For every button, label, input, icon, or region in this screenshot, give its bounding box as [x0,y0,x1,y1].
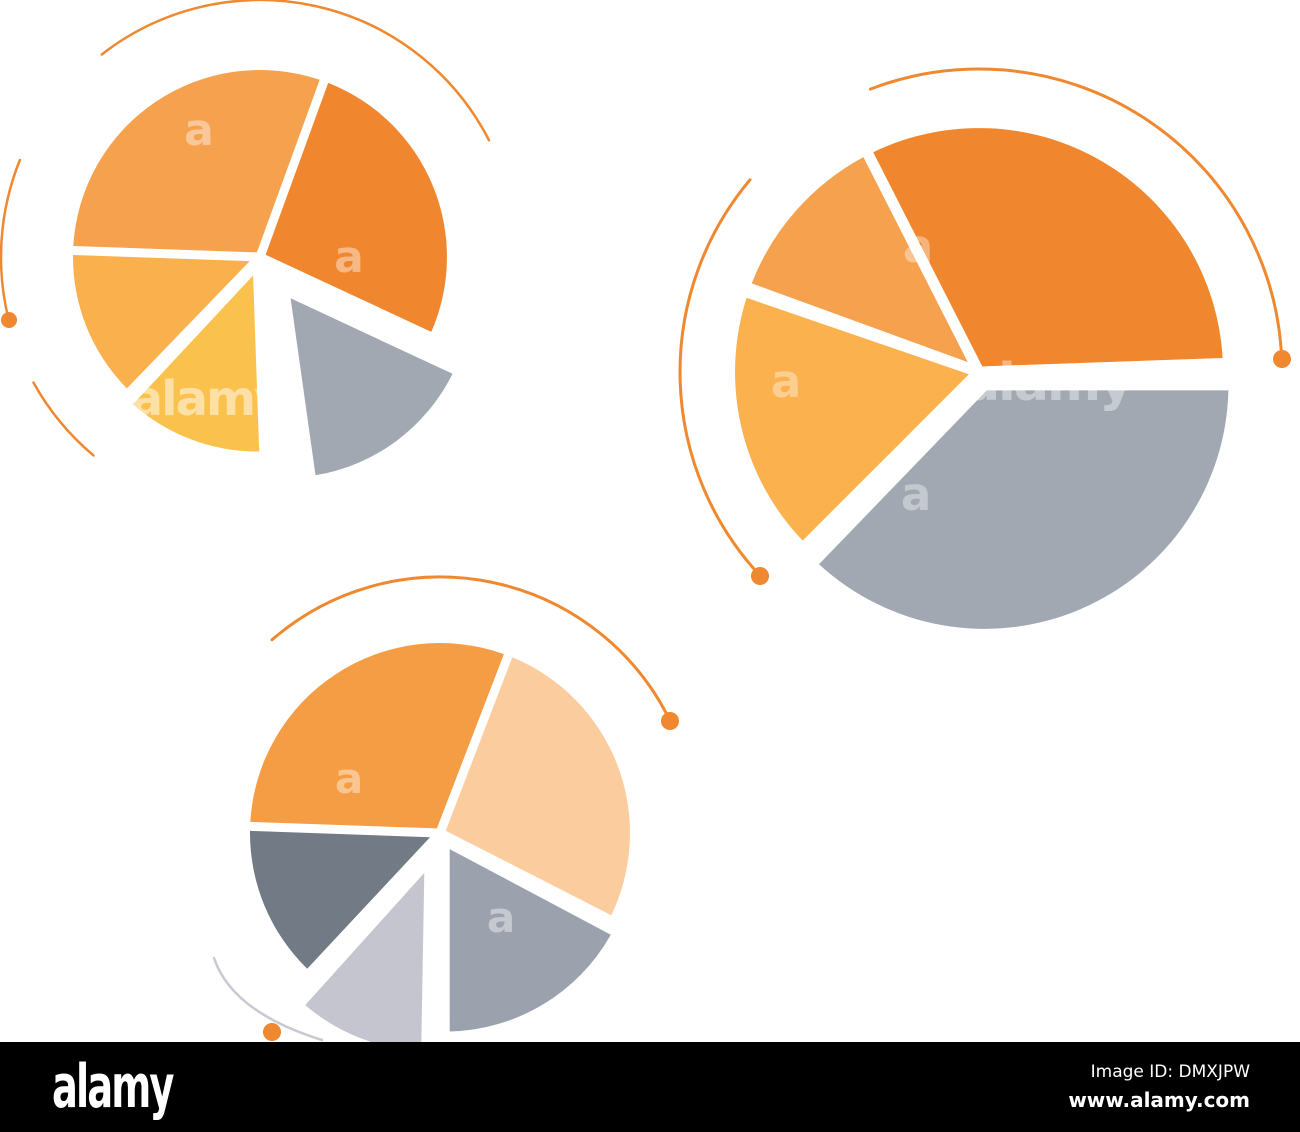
pie-slice-bottom-pie-lavender [305,872,425,1051]
pie-slice-bottom-pie-peach [445,657,630,916]
watermark-text: a [901,468,929,521]
watermark-text: a [334,232,362,283]
pie-slice-top-left-pie-amber [72,255,250,389]
pie-slice-top-left-pie-light-orange [73,70,320,253]
decorative-dot [263,1023,281,1041]
pie-slice-bottom-pie-medium-gray [449,849,611,1032]
alamy-footer-bar: alamy Image ID: DMXJPW www.alamy.com [0,1042,1300,1132]
pie-slice-top-left-pie-yellow [133,275,260,452]
pie-top-left-pie [72,70,453,476]
footer-right-block: Image ID: DMXJPW www.alamy.com [1068,1062,1250,1112]
pie-slice-top-left-pie-gray [290,298,453,476]
pie-slice-right-pie-dark-orange [873,128,1223,367]
decorative-arc [32,381,95,457]
pie-right-pie [735,128,1229,629]
decorative-arc [0,158,22,321]
watermark-text: a [903,220,931,273]
pie-slice-right-pie-amber [735,297,969,541]
image-id-text: Image ID: DMXJPW [1090,1062,1250,1082]
decorative-dot [751,567,769,585]
decorative-arc [868,67,1284,361]
decorative-dot [661,712,679,730]
pie-slice-top-left-pie-dark-orange [265,82,447,332]
pie-slice-right-pie-light-orange [751,157,968,363]
pie-slice-right-pie-gray [819,390,1229,629]
decorative-arc [212,956,324,1042]
decorative-arc [270,575,672,723]
pie-slice-bottom-pie-orange [250,643,504,829]
watermark-text: alamy [131,371,285,427]
alamy-logo: alamy [52,1052,174,1122]
watermark-text: a [771,355,799,408]
pie-slice-bottom-pie-dark-slate [249,830,430,969]
decorative-dot [1,312,17,328]
watermark-text: a [487,893,513,942]
decorative-dot [1273,350,1291,368]
decorative-arc [100,0,491,142]
website-text: www.alamy.com [1068,1088,1250,1112]
watermark-text: a [335,754,361,803]
watermark-text: a [184,105,212,156]
decorative-arc [678,178,762,578]
pie-bottom-pie [249,643,630,1051]
watermark-text: alamy [965,353,1132,413]
